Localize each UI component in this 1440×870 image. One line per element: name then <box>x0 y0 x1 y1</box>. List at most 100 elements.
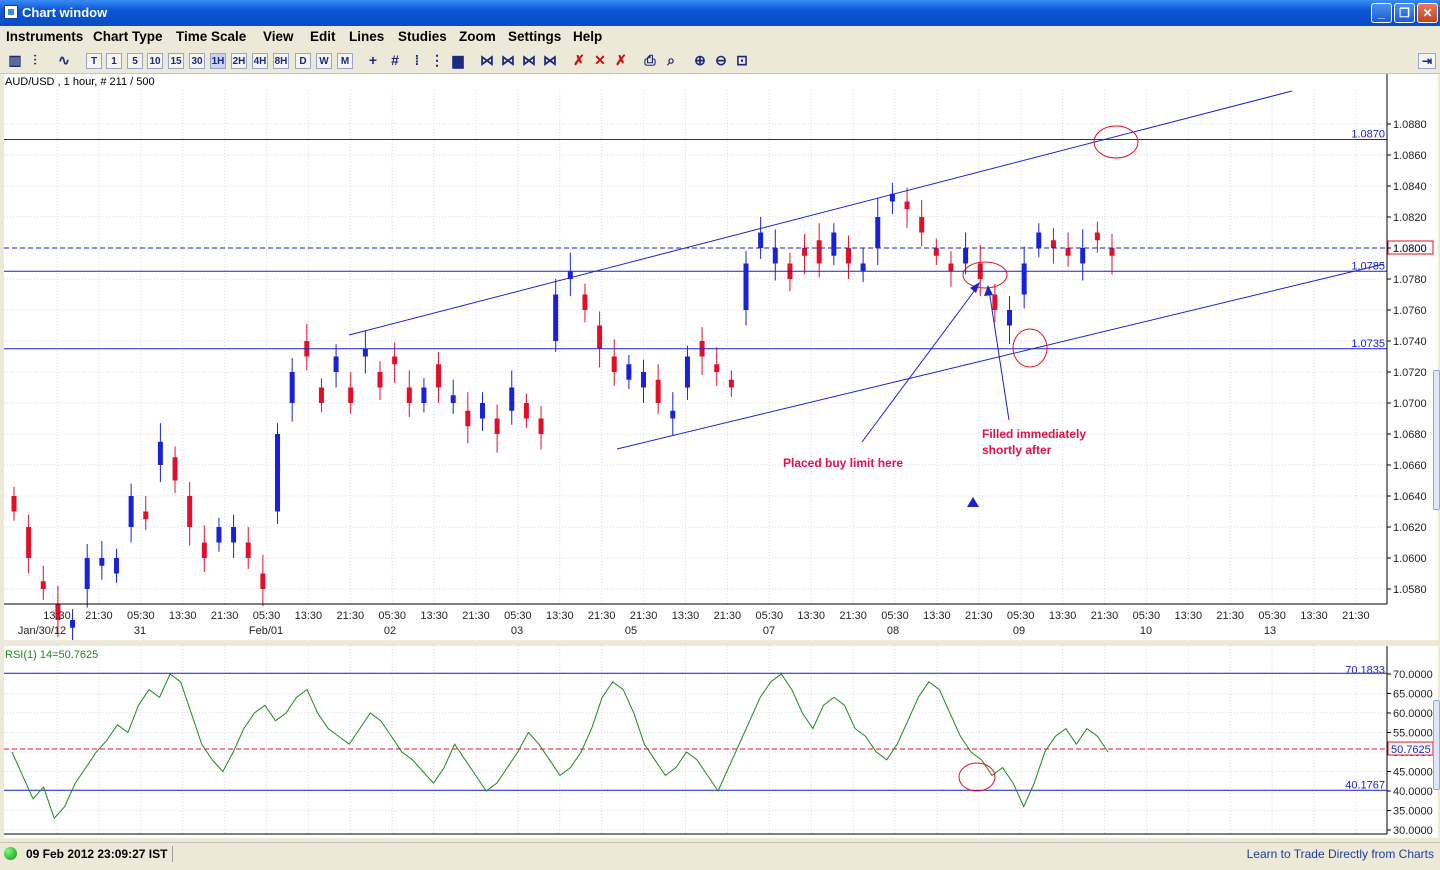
candle-body <box>216 527 222 543</box>
time-label: 13:30 <box>1175 610 1203 622</box>
channel-icon[interactable]: ⋈ <box>501 52 515 68</box>
candle-body <box>245 542 251 558</box>
maximize-button[interactable]: ❐ <box>1394 3 1415 23</box>
candle-body <box>626 364 632 380</box>
candle-body <box>40 581 46 589</box>
date-label: 10 <box>1140 625 1152 637</box>
time-label: 05:30 <box>504 610 532 622</box>
price-scrollbar[interactable] <box>1433 370 1440 510</box>
candle-body <box>889 193 895 202</box>
price-chart[interactable]: 1.0870 1.0785 1.0735 1.0800 Placed buy limit… <box>4 74 1438 641</box>
candle-body <box>509 387 515 411</box>
rsi-chart[interactable]: 70.000065.000060.000055.000050.000045.00… <box>4 646 1438 838</box>
date-label: 02 <box>384 625 396 637</box>
candle-body <box>406 387 412 403</box>
price-tick-label: 1.0620 <box>1393 522 1427 534</box>
candle-body <box>465 410 471 427</box>
highlight-ellipse <box>962 261 1008 289</box>
learn-link[interactable]: Learn to Trade Directly from Charts <box>1246 847 1434 861</box>
delete-all-icon[interactable]: ✗ <box>615 52 627 68</box>
pitchfork-icon[interactable]: ⋮ <box>430 52 444 68</box>
date-label: 09 <box>1013 625 1025 637</box>
timeframe-15-button[interactable]: 15 <box>168 53 184 69</box>
rsi-scrollbar[interactable] <box>1433 700 1440 790</box>
timeframe-30-button[interactable]: 30 <box>189 53 205 69</box>
price-tick-label: 1.0600 <box>1393 553 1427 565</box>
timeframe-1h-button[interactable]: 1H <box>210 53 226 69</box>
close-button[interactable]: ✕ <box>1417 3 1438 23</box>
time-label: 05:30 <box>378 610 406 622</box>
candle-body <box>172 457 178 481</box>
menu-time-scale[interactable]: Time Scale <box>176 29 247 44</box>
delete-icon[interactable]: ✕ <box>594 52 606 68</box>
annotation-arrow <box>988 289 1010 421</box>
candle-body <box>523 403 529 419</box>
price-tick-label: 1.0720 <box>1393 367 1427 379</box>
time-label: 05:30 <box>881 610 909 622</box>
detach-icon[interactable]: ⇥ <box>1418 53 1436 69</box>
fan-icon[interactable]: ⋈ <box>543 52 557 68</box>
rsi-pane[interactable]: 70.000065.000060.000055.000050.000045.00… <box>4 646 1438 838</box>
candle-body <box>201 542 207 558</box>
candle-body <box>1050 240 1056 248</box>
timeframe-t-button[interactable]: T <box>86 53 102 69</box>
price-tick-label: 1.0840 <box>1393 181 1427 193</box>
timeframe-1-button[interactable]: 1 <box>106 53 122 69</box>
chart-type-icon[interactable]: ▥ <box>8 52 22 68</box>
candle-body <box>70 620 76 628</box>
date-label: 07 <box>763 625 775 637</box>
date-label: Jan/30/12 <box>18 625 66 637</box>
timeframe-4h-button[interactable]: 4H <box>252 53 268 69</box>
minimize-button[interactable]: _ <box>1371 3 1392 23</box>
candle-body <box>1021 263 1027 295</box>
fib-icon[interactable]: ⁞ <box>414 52 420 68</box>
timeframe-d-button[interactable]: D <box>295 53 311 69</box>
menu-zoom[interactable]: Zoom <box>459 29 496 44</box>
time-label: 13:30 <box>1049 610 1077 622</box>
zoom-out-icon[interactable]: ⊖ <box>715 52 727 68</box>
timeframe-5-button[interactable]: 5 <box>127 53 143 69</box>
timeframe-w-button[interactable]: W <box>316 53 332 69</box>
time-label: 13:30 <box>923 610 951 622</box>
bar-chart-icon[interactable]: ⫶ <box>33 52 37 68</box>
menu-view[interactable]: View <box>263 29 294 44</box>
menu-chart-type[interactable]: Chart Type <box>93 29 163 44</box>
candle-body <box>84 558 90 589</box>
channel-upper-line <box>348 90 1293 336</box>
line-chart-icon[interactable]: ∿ <box>58 52 70 68</box>
timeframe-8h-button[interactable]: 8H <box>273 53 289 69</box>
volume-icon[interactable]: ▆ <box>452 52 464 68</box>
menu-edit[interactable]: Edit <box>310 29 336 44</box>
crosshair-icon[interactable]: + <box>368 52 378 68</box>
print-preview-icon[interactable]: ⌕ <box>667 52 675 68</box>
candle-body <box>816 240 822 264</box>
delete-line-icon[interactable]: ✗ <box>573 52 585 68</box>
date-label: 03 <box>511 625 523 637</box>
candle-body <box>758 232 764 248</box>
zoom-fit-icon[interactable]: ⊡ <box>736 52 748 68</box>
price-tick-label: 1.0860 <box>1393 150 1427 162</box>
time-label: 21:30 <box>85 610 113 622</box>
candle-body <box>479 403 485 419</box>
timeframe-2h-button[interactable]: 2H <box>231 53 247 69</box>
timeframe-m-button[interactable]: M <box>337 53 353 69</box>
menu-settings[interactable]: Settings <box>508 29 562 44</box>
menu-help[interactable]: Help <box>573 29 603 44</box>
rsi-tick-label: 60.0000 <box>1393 708 1433 720</box>
menu-instruments[interactable]: Instruments <box>6 29 84 44</box>
timeframe-10-button[interactable]: 10 <box>147 53 163 69</box>
price-chart-pane[interactable]: 1.0870 1.0785 1.0735 1.0800 Placed buy limit… <box>4 74 1438 641</box>
candle-body <box>494 418 500 434</box>
menu-studies[interactable]: Studies <box>398 29 447 44</box>
grid-icon[interactable]: # <box>391 52 399 68</box>
candle-body <box>992 294 998 310</box>
candle-body <box>1094 232 1100 241</box>
parallel-icon[interactable]: ⋈ <box>522 52 536 68</box>
print-icon[interactable]: ⎙ <box>644 52 656 68</box>
candle-body <box>187 496 193 527</box>
candle-body <box>1109 248 1115 256</box>
trend-line-icon[interactable]: ⋈ <box>480 52 494 68</box>
menu-lines[interactable]: Lines <box>349 29 385 44</box>
zoom-in-icon[interactable]: ⊕ <box>694 52 706 68</box>
chart-header: AUD/USD , 1 hour, # 211 / 500 <box>5 76 155 88</box>
